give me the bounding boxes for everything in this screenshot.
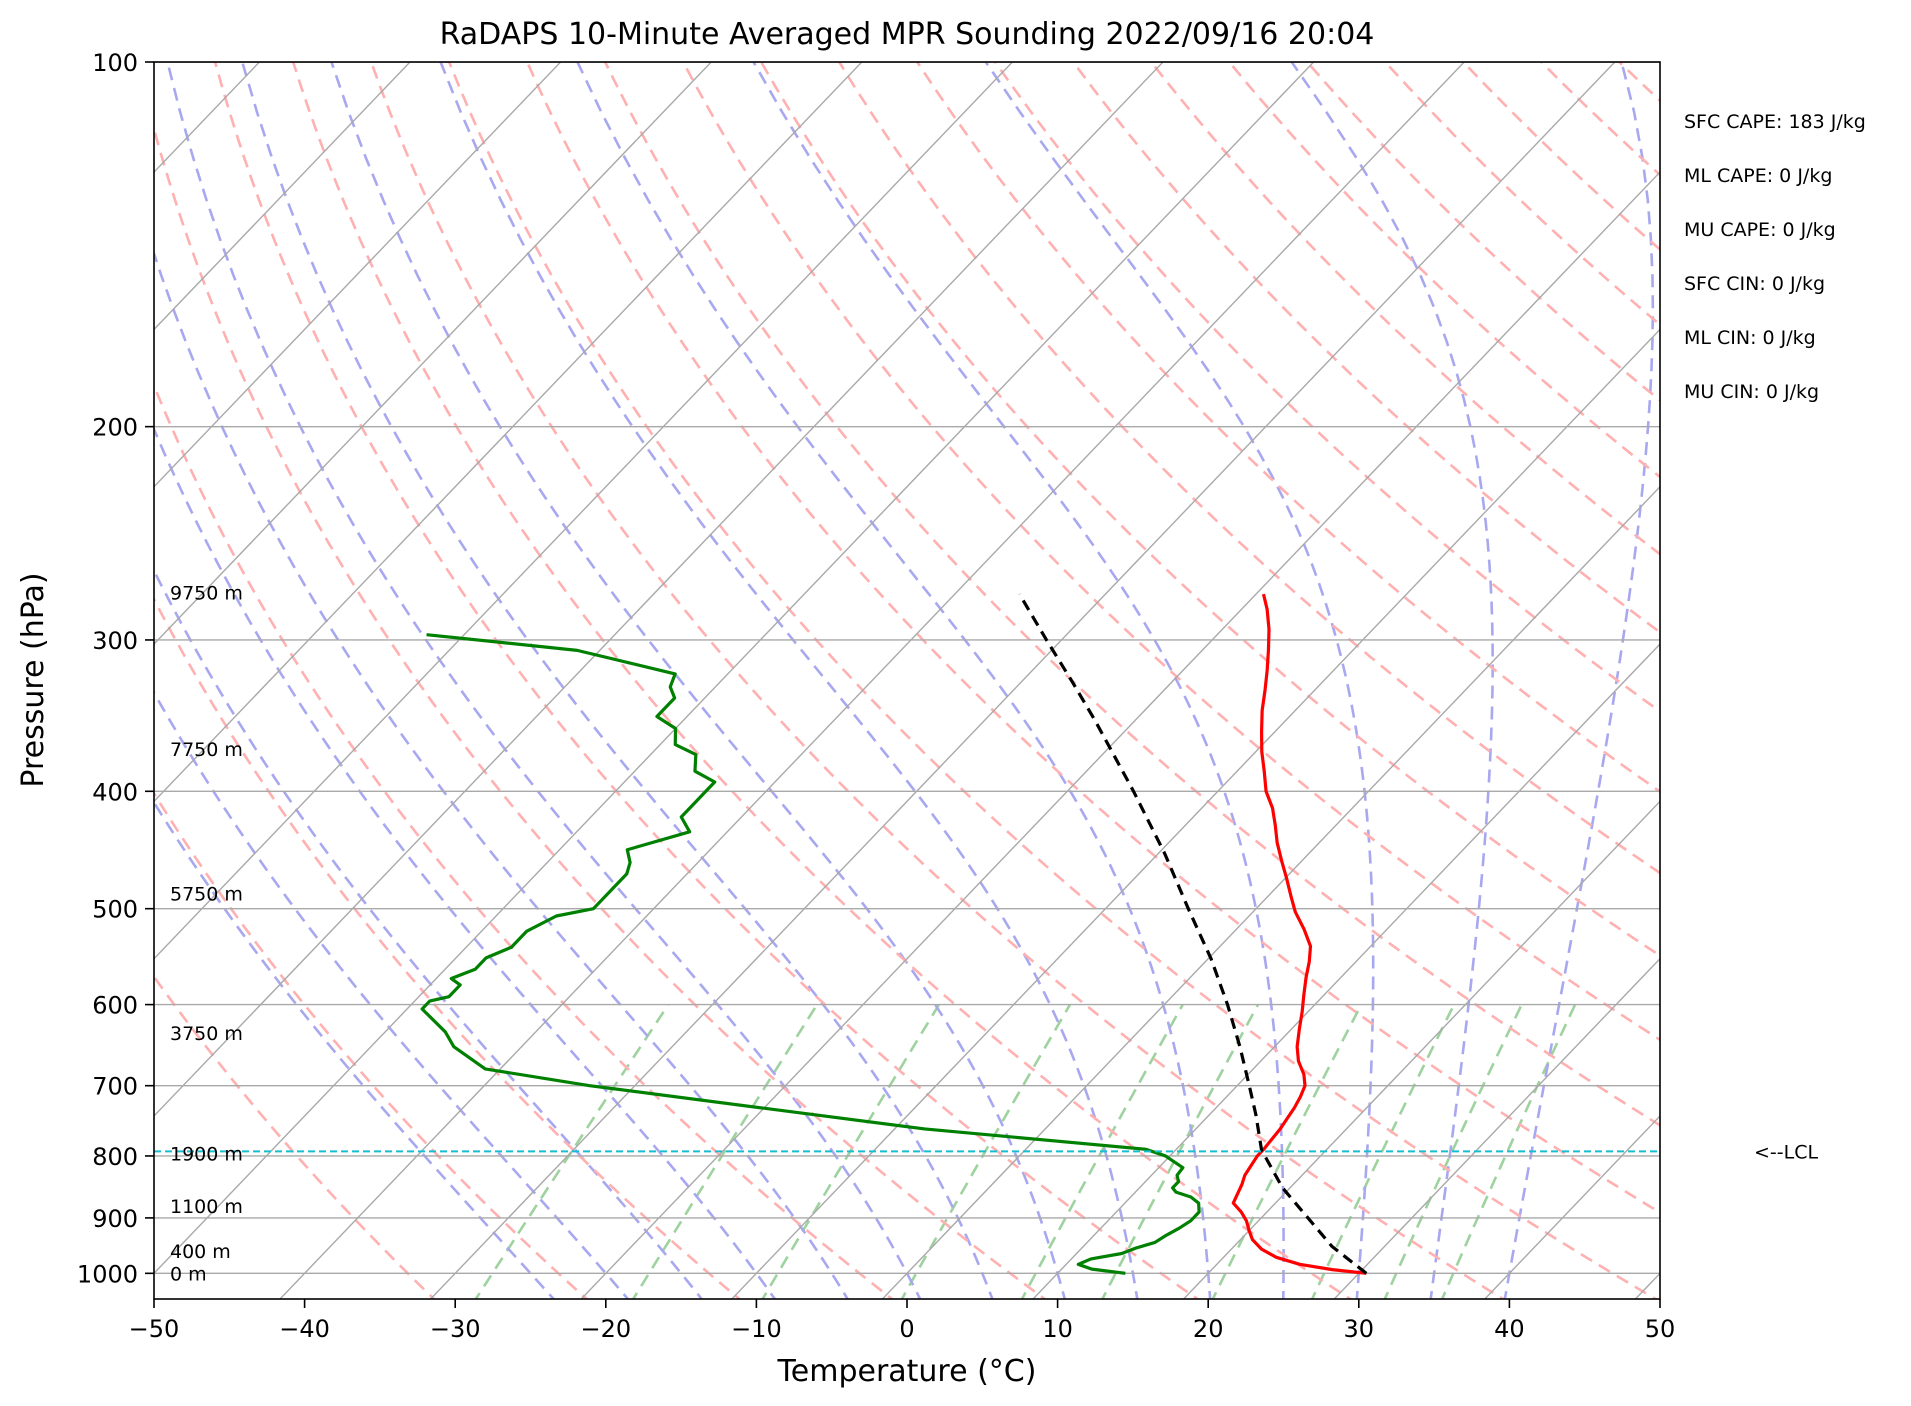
isotherm-line (154, 62, 713, 646)
y-tick-label: 100 (92, 49, 138, 77)
moist-adiabat-line (166, 62, 922, 1299)
y-tick-label: 800 (92, 1143, 138, 1171)
mixing-ratio-line (1310, 1004, 1456, 1299)
x-tick-label: 40 (1494, 1315, 1525, 1343)
lcl-label: <--LCL (1754, 1141, 1818, 1163)
isotherm-line (154, 62, 1315, 1275)
height-label: 400 m (170, 1241, 231, 1263)
dry-adiabat-line (525, 62, 1660, 1215)
dewpoint-profile-line (420, 633, 1201, 1275)
dry-adiabat-line (447, 62, 1659, 1299)
dry-adiabat-line (837, 62, 1660, 875)
moist-adiabat-line (154, 249, 850, 1299)
x-tick-label: −20 (580, 1315, 631, 1343)
mixing-ratio-line (1383, 1004, 1523, 1299)
y-tick-label: 200 (92, 414, 138, 442)
isotherm-line (429, 62, 1616, 1299)
y-tick-label: 600 (92, 992, 138, 1020)
mixing-ratio-line (900, 1003, 1072, 1299)
stat-label: MU CAPE: 0 J/kg (1684, 219, 1836, 241)
isotherm-line (154, 62, 1164, 1118)
x-tick-label: 10 (1042, 1315, 1073, 1343)
x-tick-label: −40 (279, 1315, 330, 1343)
height-label: 1900 m (170, 1143, 243, 1165)
isobar-gridlines (154, 62, 1660, 1275)
mixing-ratio-line (1211, 1004, 1363, 1299)
mixing-ratio-lines (474, 1003, 1577, 1299)
isotherm-line (1333, 957, 1660, 1299)
stat-label: SFC CIN: 0 J/kg (1684, 273, 1825, 295)
stat-label: MU CIN: 0 J/kg (1684, 381, 1819, 403)
parcel-path-line (1018, 593, 1368, 1275)
height-label: 3750 m (170, 1023, 243, 1045)
y-tick-label: 300 (92, 627, 138, 655)
isotherm-line (279, 62, 1466, 1299)
sounding-series (420, 593, 1368, 1275)
mixing-ratio-line (1440, 1004, 1577, 1299)
mixing-ratio-line (761, 1003, 941, 1299)
y-tick-label: 400 (92, 778, 138, 806)
height-label: 1100 m (170, 1196, 243, 1218)
x-tick-label: 30 (1344, 1315, 1375, 1343)
isotherm-line (154, 62, 562, 488)
stat-label: ML CIN: 0 J/kg (1684, 327, 1816, 349)
x-tick-label: 20 (1193, 1315, 1224, 1343)
mixing-ratio-line (1100, 1003, 1260, 1299)
y-tick-label: 700 (92, 1073, 138, 1101)
mixing-ratio-line (1020, 1003, 1184, 1299)
isotherm-line (154, 62, 1014, 960)
dry-adiabat-line (759, 62, 1660, 958)
x-axis-ticks: −50 −40 −30 −20 −10 0 10 20 30 40 50 (129, 1299, 1676, 1343)
isotherm-line (154, 62, 863, 803)
height-label: 5750 m (170, 884, 243, 906)
stat-label: ML CAPE: 0 J/kg (1684, 165, 1832, 187)
isotherm-line (1182, 800, 1660, 1299)
height-labels: 9750 m 7750 m 5750 m 3750 m 1900 m 1100 m 400 … (170, 582, 243, 1285)
chart-title: RaDAPS 10-Minute Averaged MPR Sounding 2… (440, 17, 1375, 52)
isotherm-line (1032, 643, 1660, 1299)
x-tick-label: 50 (1645, 1315, 1676, 1343)
temperature-profile-line (1231, 593, 1367, 1275)
y-axis-ticks: 1000 900 800 700 600 500 400 300 200 100 (77, 49, 154, 1288)
y-tick-label: 500 (92, 896, 138, 924)
y-axis-label: Pressure (hPa) (16, 572, 51, 787)
y-tick-label: 1000 (77, 1260, 138, 1288)
dry-adiabat-line (154, 124, 1047, 1299)
isotherm-line (881, 485, 1660, 1299)
stats-panel: SFC CAPE: 183 J/kg ML CAPE: 0 J/kg MU CAPE… (1684, 111, 1866, 403)
x-axis-label: Temperature (°C) (777, 1354, 1037, 1389)
isotherm-line (154, 62, 411, 331)
dry-adiabat-line (369, 62, 1506, 1299)
y-tick-label: 900 (92, 1205, 138, 1233)
stat-label: SFC CAPE: 183 J/kg (1684, 111, 1866, 133)
plot-area (154, 62, 1660, 1299)
dry-adiabat-line (154, 974, 436, 1299)
mixing-ratio-line (631, 1003, 819, 1299)
dry-adiabat-line (603, 62, 1660, 1127)
height-label: 0 m (170, 1263, 207, 1285)
dry-adiabat-line (681, 62, 1660, 1042)
isotherm-line (730, 328, 1660, 1299)
height-label: 9750 m (170, 582, 243, 604)
isotherm-line (580, 171, 1660, 1299)
x-tick-label: 0 (899, 1315, 914, 1343)
height-label: 7750 m (170, 739, 243, 761)
isotherms (154, 62, 1660, 1299)
x-tick-label: −30 (430, 1315, 481, 1343)
x-tick-label: −50 (129, 1315, 180, 1343)
x-tick-label: −10 (731, 1315, 782, 1343)
